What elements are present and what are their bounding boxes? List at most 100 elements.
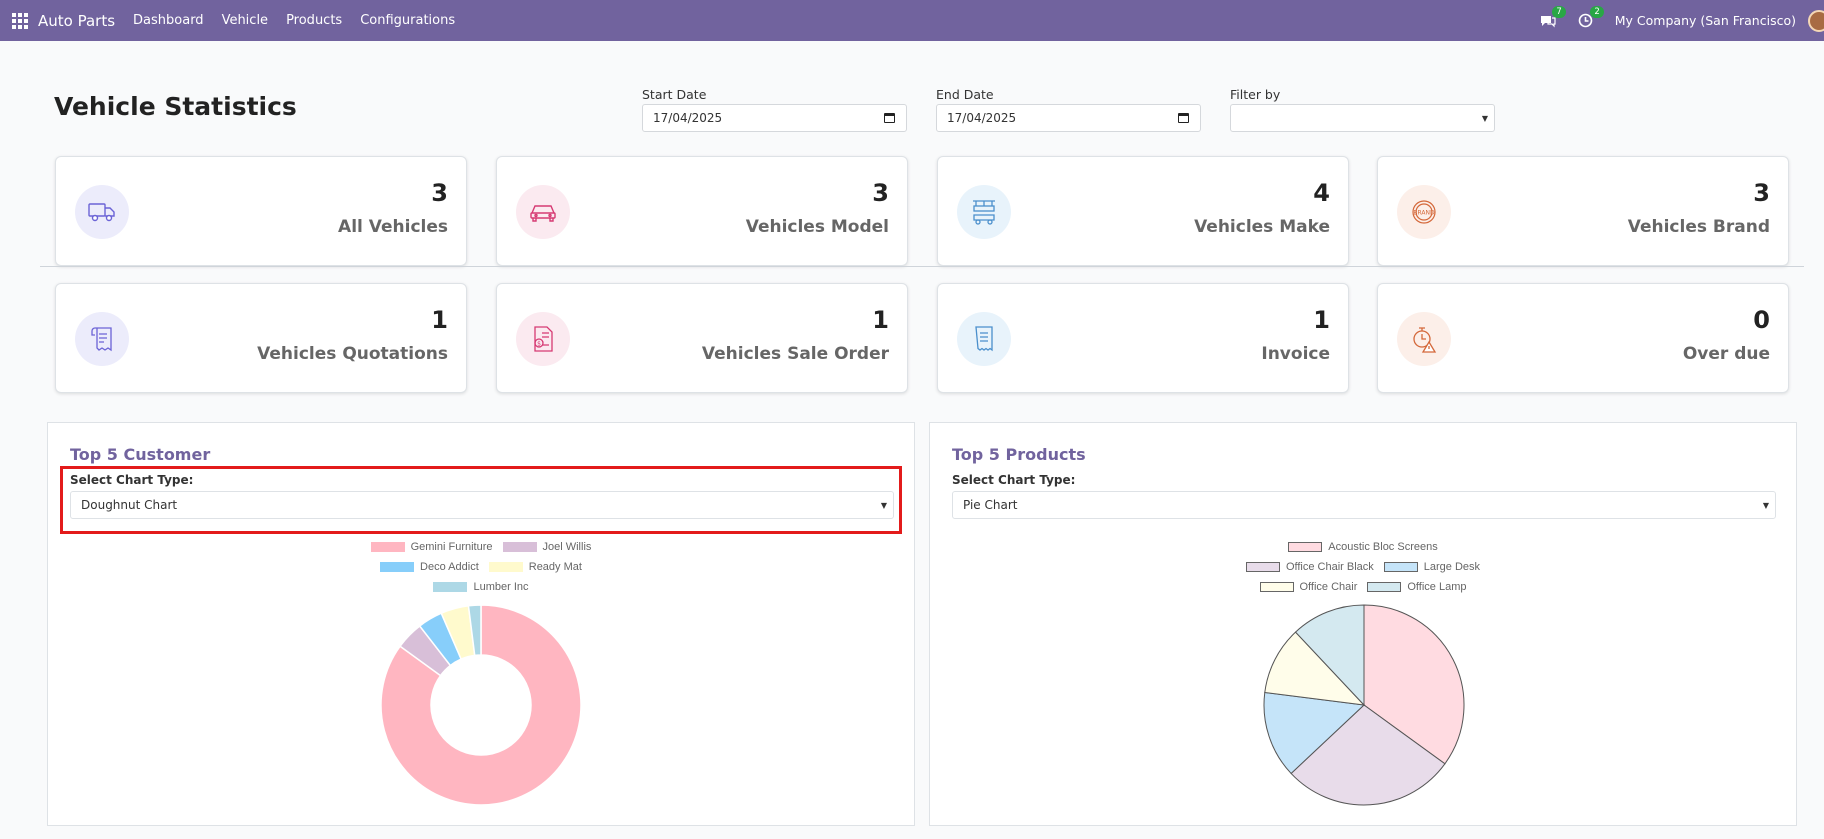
legend-item[interactable]: Acoustic Bloc Screens	[1288, 540, 1438, 553]
card-value: 4	[1313, 179, 1330, 207]
product-chart-type-select[interactable]: Pie Chart ▼	[952, 491, 1776, 519]
legend-item[interactable]: Lumber Inc	[433, 580, 529, 593]
legend-swatch	[1367, 581, 1402, 592]
chart-type-label: Select Chart Type:	[70, 473, 194, 487]
legend-row: Gemini Furniture Joel Willis	[47, 540, 915, 553]
user-avatar[interactable]	[1808, 9, 1824, 32]
legend-label: Deco Addict	[420, 560, 479, 573]
activity-clock-icon[interactable]: 2	[1577, 5, 1604, 30]
chart-type-label: Select Chart Type:	[952, 473, 1076, 487]
app-name[interactable]: Auto Parts	[38, 11, 116, 30]
filter-label: Filter by	[1230, 87, 1281, 102]
legend-swatch	[1245, 561, 1280, 572]
panel-title: Top 5 Products	[952, 445, 1086, 464]
legend-item[interactable]: Office Chair Black	[1245, 560, 1374, 573]
legend-row: Deco Addict Ready Mat	[47, 560, 915, 573]
card-value: 0	[1753, 306, 1770, 334]
card-label: Vehicles Model	[745, 217, 889, 237]
legend-label: Acoustic Bloc Screens	[1328, 540, 1438, 553]
legend-swatch	[1259, 581, 1294, 592]
chart-slice-lumber-inc[interactable]	[467, 604, 482, 657]
chart-slice-office-chair-black[interactable]	[1290, 704, 1446, 806]
card-value: 1	[431, 306, 448, 334]
legend-row: Office Chair Black Large Desk	[929, 560, 1797, 573]
apps-menu-icon[interactable]	[12, 12, 28, 29]
chart-slice-office-chair[interactable]	[1264, 631, 1366, 706]
legend-row: Lumber Inc	[47, 580, 915, 593]
end-date-input[interactable]: 17/04/2025	[936, 104, 1201, 132]
legend-swatch	[1288, 541, 1323, 552]
legend-label: Lumber Inc	[473, 580, 529, 593]
customer-doughnut-chart	[380, 604, 582, 806]
messages-icon[interactable]: 7	[1539, 5, 1566, 30]
start-date-value: 17/04/2025	[653, 111, 723, 125]
legend-item[interactable]: Deco Addict	[380, 561, 479, 573]
card-all-vehicles[interactable]: 3 All Vehicles	[55, 156, 467, 266]
top-navbar: Auto Parts Dashboard Vehicle Products Co…	[0, 0, 1824, 41]
nav-products[interactable]: Products	[286, 13, 343, 28]
assembly-icon	[957, 185, 1011, 239]
card-vehicles-brand[interactable]: BRAND 3 Vehicles Brand	[1377, 156, 1789, 266]
legend-swatch	[370, 541, 405, 552]
start-date-label: Start Date	[642, 87, 707, 102]
nav-dashboard[interactable]: Dashboard	[133, 13, 204, 28]
product-chart-legend: Acoustic Bloc Screens Office Chair Black L…	[929, 540, 1797, 600]
legend-item[interactable]: Gemini Furniture	[370, 540, 493, 553]
invoice-dollar-icon: $	[516, 312, 570, 366]
customer-chart-type-select[interactable]: Doughnut Chart ▼	[70, 491, 894, 519]
cards-divider	[40, 266, 1804, 267]
card-label: Vehicles Sale Order	[701, 344, 889, 364]
legend-label: Ready Mat	[528, 560, 582, 573]
highlight-annotation	[60, 466, 902, 534]
card-value: 1	[1313, 306, 1330, 334]
legend-item[interactable]: Office Chair	[1259, 580, 1358, 593]
chart-slice-gemini-furniture[interactable]	[380, 604, 582, 806]
filter-select[interactable]: ▼	[1230, 104, 1495, 132]
clock-warning-icon	[1397, 312, 1451, 366]
card-over-due[interactable]: 0 Over due	[1377, 283, 1789, 393]
start-date-input[interactable]: 17/04/2025	[642, 104, 907, 132]
card-value: 1	[872, 306, 889, 334]
card-vehicles-make[interactable]: 4 Vehicles Make	[937, 156, 1349, 266]
legend-item[interactable]: Office Lamp	[1367, 581, 1466, 593]
legend-row: Office Chair Office Lamp	[929, 580, 1797, 593]
brand-badge-icon: BRAND	[1397, 185, 1451, 239]
legend-item[interactable]: Joel Willis	[502, 540, 592, 553]
company-switcher[interactable]: My Company (San Francisco)	[1614, 13, 1796, 28]
chart-slice-office-lamp[interactable]	[1294, 604, 1365, 707]
calendar-icon[interactable]	[884, 113, 895, 123]
legend-label: Large Desk	[1423, 560, 1481, 573]
truck-icon	[75, 185, 129, 239]
legend-item[interactable]: Ready Mat	[488, 560, 582, 573]
chart-type-value: Doughnut Chart	[81, 498, 178, 512]
svg-text:BRAND: BRAND	[1413, 210, 1435, 217]
legend-swatch	[433, 581, 468, 592]
legend-item[interactable]: Large Desk	[1383, 560, 1481, 573]
legend-label: Gemini Furniture	[410, 540, 493, 553]
chart-slice-large-desk[interactable]	[1263, 691, 1366, 775]
chevron-down-icon: ▼	[1481, 114, 1488, 123]
end-date-label: End Date	[936, 87, 994, 102]
legend-label: Office Lamp	[1407, 580, 1467, 593]
legend-swatch	[488, 561, 523, 572]
card-value: 3	[431, 179, 448, 207]
legend-label: Office Chair	[1299, 580, 1358, 593]
card-value: 3	[1753, 179, 1770, 207]
page-title: Vehicle Statistics	[54, 92, 297, 121]
chart-type-value: Pie Chart	[963, 498, 1018, 512]
nav-configurations[interactable]: Configurations	[360, 13, 456, 28]
legend-label: Office Chair Black	[1285, 560, 1374, 573]
nav-vehicle[interactable]: Vehicle	[221, 13, 269, 28]
legend-swatch	[380, 561, 415, 572]
card-vehicles-sale-order[interactable]: $ 1 Vehicles Sale Order	[496, 283, 908, 393]
card-vehicles-model[interactable]: 3 Vehicles Model	[496, 156, 908, 266]
card-vehicles-quotations[interactable]: 1 Vehicles Quotations	[55, 283, 467, 393]
chart-slice-acoustic-bloc-screens[interactable]	[1363, 604, 1465, 765]
calendar-icon[interactable]	[1178, 113, 1189, 123]
legend-swatch	[502, 541, 537, 552]
legend-label: Joel Willis	[542, 540, 592, 553]
card-label: All Vehicles	[338, 217, 448, 237]
quotation-icon	[75, 312, 129, 366]
card-invoice[interactable]: 1 Invoice	[937, 283, 1349, 393]
end-date-value: 17/04/2025	[947, 111, 1017, 125]
